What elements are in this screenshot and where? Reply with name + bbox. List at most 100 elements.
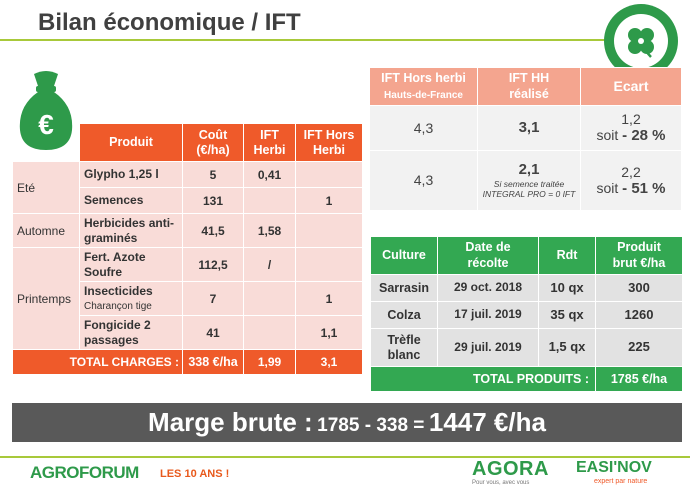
- product-name: Glypho 1,25 l: [79, 161, 183, 188]
- culture-name: Colza: [370, 301, 438, 329]
- marge-brute-banner: Marge brute : 1785 - 338 = 1447 €/ha: [12, 403, 682, 442]
- header-produit-brut: Produit brut €/ha: [595, 236, 683, 275]
- yield-value: 1,5 qx: [538, 328, 596, 367]
- clover-badge: [604, 4, 678, 78]
- ift-herbi-value: 0,41: [243, 161, 296, 188]
- header-ift-hors-herbi: IFT Hors Herbi: [295, 123, 363, 162]
- produits-header-row: Culture Date de récolte Rdt Produit brut…: [370, 236, 683, 275]
- produits-table: Culture Date de récolte Rdt Produit brut…: [370, 236, 683, 392]
- product-name: Herbicides anti-graminés: [79, 213, 183, 248]
- ift-realise-cell: 2,1 Si semence traitée INTEGRAL PRO = 0 …: [477, 150, 581, 211]
- header-ift-ref-region: Hauts-de-France: [384, 89, 463, 101]
- table-row: Trèfle blanc 29 juil. 2019 1,5 qx 225: [370, 328, 683, 367]
- harvest-date: 17 juil. 2019: [437, 301, 539, 329]
- table-row: Fongicide 2 passages 41 1,1: [13, 315, 363, 350]
- product-name-sub: Charançon tige: [84, 301, 152, 313]
- total-ift-hors: 3,1: [295, 349, 363, 375]
- header-ift-ref-label: IFT Hors herbi: [381, 70, 466, 85]
- ift-ref-value: 4,3: [369, 150, 478, 211]
- ift-herbi-value: /: [243, 247, 296, 282]
- culture-name: Sarrasin: [370, 274, 438, 302]
- product-name: Fongicide 2 passages: [79, 315, 183, 350]
- soit-label: soit: [596, 127, 619, 144]
- ift-herbi-value: 1,58: [243, 213, 296, 248]
- cost-value: 5: [182, 161, 244, 188]
- total-charges-row: TOTAL CHARGES : 338 €/ha 1,99 3,1: [12, 349, 363, 375]
- marge-calculation: 1785 - 338 =: [317, 415, 425, 436]
- table-row: 4,3 3,1 1,2 soit - 28 %: [369, 105, 682, 151]
- header-ift-hh-realise: IFT HH réalisé: [477, 67, 581, 106]
- season-label: Automne: [12, 213, 80, 248]
- ift-realise-value: 2,1: [518, 161, 540, 179]
- empty-header: [13, 124, 80, 162]
- table-row: Printemps Fert. Azote Soufre 112,5 /: [12, 247, 363, 350]
- ift-hors-value: 1: [295, 187, 363, 214]
- ift-realise-value: 3,1: [518, 119, 540, 137]
- ift-table: IFT Hors herbi Hauts-de-France IFT HH ré…: [369, 67, 682, 211]
- product-value: 1260: [595, 301, 683, 329]
- table-row: Insecticides Charançon tige 7 1: [13, 281, 363, 316]
- easinov-tagline: expert par nature: [594, 478, 648, 485]
- cost-value: 41,5: [182, 213, 244, 248]
- agora-wordmark: AGORA: [472, 458, 549, 480]
- product-value: 300: [595, 274, 683, 302]
- ift-header-row: IFT Hors herbi Hauts-de-France IFT HH ré…: [369, 67, 682, 106]
- charges-header-row: Produit Coût (€/ha) IFT Herbi IFT Hors H…: [13, 123, 363, 162]
- ift-hors-value: 1,1: [295, 315, 363, 350]
- total-produits-label: TOTAL PRODUITS :: [370, 366, 596, 392]
- money-bag-icon: €: [19, 71, 73, 150]
- cost-value: 7: [182, 281, 244, 316]
- harvest-date: 29 juil. 2019: [437, 328, 539, 367]
- easinov-wordmark: EASI'NOV: [576, 459, 652, 476]
- header-ecart: Ecart: [580, 67, 682, 106]
- footer-divider: [0, 456, 690, 458]
- product-name: Insecticides Charançon tige: [79, 281, 183, 316]
- agora-logo: AGORA Pour vous, avec vous: [472, 458, 549, 488]
- ecart-cell: 1,2 soit - 28 %: [580, 105, 682, 151]
- header-ift-hh-sub: réalisé: [509, 86, 549, 101]
- yield-value: 35 qx: [538, 301, 596, 329]
- ecart-percent: - 28 %: [622, 127, 666, 145]
- title-divider: [0, 39, 614, 41]
- header-date-recolte: Date de récolte: [437, 236, 539, 275]
- anniversary-label: LES 10 ANS !: [160, 468, 230, 480]
- ift-herbi-value: [243, 281, 296, 316]
- table-row: Colza 17 juil. 2019 35 qx 1260: [370, 301, 683, 329]
- header-ift-hors-herbi-ref: IFT Hors herbi Hauts-de-France: [369, 67, 478, 106]
- total-charges-value: 338 €/ha: [182, 349, 244, 375]
- ift-herbi-value: [243, 187, 296, 214]
- table-row: Sarrasin 29 oct. 2018 10 qx 300: [370, 274, 683, 302]
- ift-herbi-value: [243, 315, 296, 350]
- ift-note: Si semence traitée INTEGRAL PRO = 0 IFT: [482, 178, 576, 200]
- ecart-value: 2,2: [621, 163, 641, 180]
- svg-text:€: €: [38, 109, 54, 140]
- page-title: Bilan économique / IFT: [38, 9, 301, 36]
- total-charges-label: TOTAL CHARGES :: [12, 349, 183, 375]
- harvest-date: 29 oct. 2018: [437, 274, 539, 302]
- header-rdt: Rdt: [538, 236, 596, 275]
- product-name: Semences: [79, 187, 183, 214]
- product-value: 225: [595, 328, 683, 367]
- ecart-cell: 2,2 soit - 51 %: [580, 150, 682, 211]
- soit-label: soit: [596, 179, 619, 196]
- ecart-percent: - 51 %: [622, 179, 666, 197]
- table-row: Eté Glypho 1,25 l 5 0,41: [12, 161, 363, 214]
- cost-value: 41: [182, 315, 244, 350]
- table-row: Automne Herbicides anti-graminés 41,5 1,…: [12, 213, 363, 248]
- ift-hors-value: [295, 161, 363, 188]
- agroforum-logo: AGROFORUM: [30, 463, 139, 482]
- ift-hors-value: [295, 247, 363, 282]
- header-ift-hh-label: IFT HH: [508, 70, 550, 85]
- agora-tagline: Pour vous, avec vous: [472, 480, 530, 486]
- ift-hors-value: 1: [295, 281, 363, 316]
- header-cout: Coût (€/ha): [182, 123, 244, 162]
- easinov-logo: EASI'NOV expert par nature: [576, 459, 680, 489]
- header-ift-herbi: IFT Herbi: [243, 123, 296, 162]
- ift-realise-cell: 3,1: [477, 105, 581, 151]
- table-row: Semences 131 1: [13, 187, 363, 214]
- cost-value: 131: [182, 187, 244, 214]
- ift-hors-value: [295, 213, 363, 248]
- clover-icon: [628, 28, 654, 58]
- season-label: Eté: [12, 161, 80, 214]
- charges-table: Produit Coût (€/ha) IFT Herbi IFT Hors H…: [12, 123, 363, 375]
